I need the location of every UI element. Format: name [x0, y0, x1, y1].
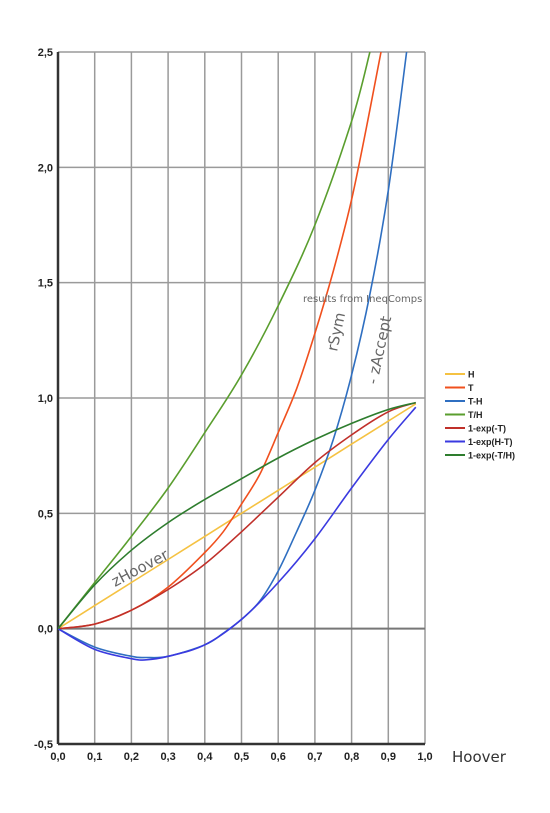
- legend-label-h: H: [468, 370, 475, 380]
- x-tick-label: 0,2: [124, 751, 139, 763]
- y-tick-label: 0,0: [38, 624, 53, 636]
- source-note: results from IneqComps: [303, 294, 422, 305]
- annotation-zhoover: zHoover: [108, 545, 172, 590]
- series-line-t-h: [58, 52, 408, 659]
- legend-label-t-h: T/H: [468, 410, 483, 420]
- legend: HT T-H T/H 1-exp(-T) 1-exp(H-T) 1-exp(-T/H): [445, 370, 515, 461]
- annotation-rsym: rSym: [323, 311, 349, 353]
- x-tick-label: 0,7: [307, 751, 322, 763]
- x-tick-label: 0,3: [160, 751, 175, 763]
- series-line-1-exp-h-t: [58, 406, 417, 661]
- x-tick-label: 0,4: [197, 751, 213, 763]
- x-tick-label: 0,0: [50, 751, 65, 763]
- x-axis-label: Hoover: [452, 748, 507, 766]
- annotation-zaccept: - zAccept: [363, 314, 395, 386]
- legend-label-t-h: T-H: [468, 397, 483, 407]
- x-tick-label: 1,0: [417, 751, 432, 763]
- series-line-t-h: [58, 52, 371, 630]
- x-tick-label: 0,9: [381, 751, 396, 763]
- legend-label-1-exp-h-t: 1-exp(H-T): [468, 437, 513, 447]
- x-tick-label: 0,1: [87, 751, 102, 763]
- y-tick-label: 2,0: [38, 162, 53, 174]
- y-tick-label: 0,5: [38, 508, 53, 520]
- series-layer: [58, 52, 417, 661]
- grid: [56, 51, 426, 746]
- x-tick-labels: 0,0 0,1 0,2 0,3 0,4 0,5 0,6 0,7 0,8 0,9 1,0: [50, 751, 432, 763]
- series-line-h: [58, 403, 417, 630]
- legend-label-t: T: [468, 383, 474, 393]
- series-line-1-exp-t-h: [58, 401, 417, 630]
- series-line-1-exp-t: [58, 401, 417, 630]
- y-tick-label: 2,5: [38, 47, 53, 59]
- x-tick-label: 0,8: [344, 751, 359, 763]
- y-tick-labels: -0,5 0,0 0,5 1,0 1,5 2,0 2,5: [34, 47, 53, 751]
- x-tick-label: 0,6: [271, 751, 286, 763]
- y-tick-label: 1,0: [38, 393, 53, 405]
- legend-label-1-exp-t: 1-exp(-T): [468, 424, 506, 434]
- legend-label-1-exp-t-h: 1-exp(-T/H): [468, 451, 515, 461]
- y-tick-label: -0,5: [34, 739, 53, 751]
- x-tick-label: 0,5: [234, 751, 249, 763]
- y-tick-label: 1,5: [38, 278, 53, 290]
